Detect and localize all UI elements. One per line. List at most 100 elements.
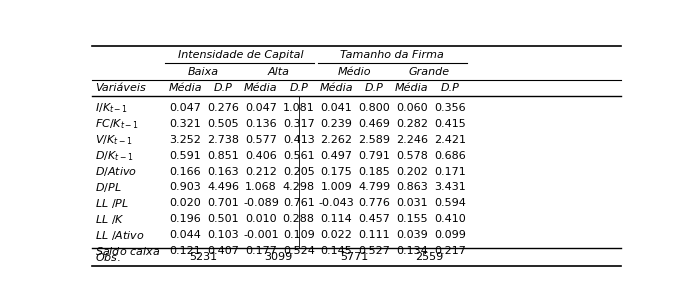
Text: 0.317: 0.317: [283, 119, 315, 129]
Text: 0.282: 0.282: [396, 119, 428, 129]
Text: $I/K_{t-1}$: $I/K_{t-1}$: [95, 101, 128, 115]
Text: 4.496: 4.496: [207, 182, 239, 192]
Text: 0.800: 0.800: [358, 103, 390, 113]
Text: 0.163: 0.163: [207, 167, 239, 177]
Text: 0.171: 0.171: [434, 167, 466, 177]
Text: Grande: Grande: [409, 67, 450, 77]
Text: 0.761: 0.761: [283, 199, 315, 208]
Text: 0.577: 0.577: [245, 135, 277, 145]
Text: 2.589: 2.589: [358, 135, 390, 145]
Text: -0.001: -0.001: [243, 230, 279, 240]
Text: 0.022: 0.022: [321, 230, 352, 240]
Text: 0.041: 0.041: [321, 103, 352, 113]
Text: 0.205: 0.205: [283, 167, 315, 177]
Text: 2.262: 2.262: [320, 135, 352, 145]
Text: 0.407: 0.407: [207, 246, 239, 256]
Text: 0.202: 0.202: [396, 167, 428, 177]
Text: 0.457: 0.457: [358, 214, 390, 224]
Text: 0.185: 0.185: [358, 167, 390, 177]
Text: D.P: D.P: [214, 83, 232, 93]
Text: 1.068: 1.068: [245, 182, 277, 192]
Text: $D/PL$: $D/PL$: [95, 181, 122, 194]
Text: 0.239: 0.239: [321, 119, 352, 129]
Text: D.P: D.P: [441, 83, 459, 93]
Text: D.P: D.P: [365, 83, 383, 93]
Text: $FC/K_{t-1}$: $FC/K_{t-1}$: [95, 117, 139, 131]
Text: 0.321: 0.321: [170, 119, 201, 129]
Text: 0.114: 0.114: [321, 214, 352, 224]
Text: 0.175: 0.175: [321, 167, 352, 177]
Text: Média: Média: [168, 83, 203, 93]
Text: 0.415: 0.415: [434, 119, 466, 129]
Text: 0.413: 0.413: [283, 135, 315, 145]
Text: 0.060: 0.060: [396, 103, 428, 113]
Text: $LL\ /PL$: $LL\ /PL$: [95, 197, 129, 210]
Text: Média: Média: [395, 83, 429, 93]
Text: 2.421: 2.421: [434, 135, 466, 145]
Text: 0.044: 0.044: [170, 230, 201, 240]
Text: -0.089: -0.089: [243, 199, 279, 208]
Text: 4.298: 4.298: [283, 182, 315, 192]
Text: 0.212: 0.212: [245, 167, 277, 177]
Text: Variáveis: Variáveis: [95, 83, 146, 93]
Text: 0.578: 0.578: [396, 150, 428, 161]
Text: 0.356: 0.356: [434, 103, 466, 113]
Text: $D/Ativo$: $D/Ativo$: [95, 165, 137, 178]
Text: 0.791: 0.791: [358, 150, 390, 161]
Text: 3.252: 3.252: [170, 135, 201, 145]
Text: Baixa: Baixa: [187, 67, 219, 77]
Text: 0.103: 0.103: [207, 230, 239, 240]
Text: $Obs.$: $Obs.$: [95, 251, 121, 263]
Text: 0.111: 0.111: [358, 230, 390, 240]
Text: 0.505: 0.505: [207, 119, 239, 129]
Text: 0.851: 0.851: [207, 150, 239, 161]
Text: $Saldo\ caixa$: $Saldo\ caixa$: [95, 245, 160, 257]
Text: 0.121: 0.121: [170, 246, 201, 256]
Text: 0.527: 0.527: [358, 246, 390, 256]
Text: 0.166: 0.166: [170, 167, 201, 177]
Text: 0.155: 0.155: [396, 214, 428, 224]
Text: 0.497: 0.497: [320, 150, 352, 161]
Text: 0.686: 0.686: [434, 150, 466, 161]
Text: 0.134: 0.134: [396, 246, 428, 256]
Text: $D/K_{t-1}$: $D/K_{t-1}$: [95, 149, 134, 163]
Text: $V/K_{t-1}$: $V/K_{t-1}$: [95, 133, 133, 147]
Text: $LL\ /Ativo$: $LL\ /Ativo$: [95, 229, 145, 242]
Text: 3.431: 3.431: [434, 182, 466, 192]
Text: 0.177: 0.177: [245, 246, 277, 256]
Text: 2.246: 2.246: [396, 135, 428, 145]
Text: 0.863: 0.863: [396, 182, 428, 192]
Text: 5231: 5231: [189, 252, 217, 262]
Text: Tamanho da Firma: Tamanho da Firma: [340, 50, 443, 60]
Text: Média: Média: [319, 83, 354, 93]
Text: 0.109: 0.109: [283, 230, 315, 240]
Text: 0.469: 0.469: [358, 119, 390, 129]
Text: 0.099: 0.099: [434, 230, 466, 240]
Text: $LL\ /K$: $LL\ /K$: [95, 213, 125, 226]
Text: Intensidade de Capital: Intensidade de Capital: [178, 50, 303, 60]
Text: 0.136: 0.136: [245, 119, 277, 129]
Text: 0.047: 0.047: [245, 103, 277, 113]
Text: 0.701: 0.701: [207, 199, 239, 208]
Text: 0.591: 0.591: [170, 150, 201, 161]
Text: 0.039: 0.039: [396, 230, 428, 240]
Text: -0.043: -0.043: [319, 199, 354, 208]
Text: 3099: 3099: [264, 252, 292, 262]
Text: 0.903: 0.903: [170, 182, 201, 192]
Text: D.P: D.P: [290, 83, 308, 93]
Text: 1.009: 1.009: [321, 182, 352, 192]
Text: 0.276: 0.276: [207, 103, 239, 113]
Text: 2559: 2559: [416, 252, 443, 262]
Text: 0.217: 0.217: [434, 246, 466, 256]
Text: 0.020: 0.020: [170, 199, 201, 208]
Text: Alta: Alta: [267, 67, 290, 77]
Text: 0.196: 0.196: [170, 214, 201, 224]
Text: Médio: Médio: [338, 67, 371, 77]
Text: 1.081: 1.081: [283, 103, 315, 113]
Text: 0.031: 0.031: [396, 199, 428, 208]
Text: 0.561: 0.561: [283, 150, 315, 161]
Text: 0.594: 0.594: [434, 199, 466, 208]
Text: 0.047: 0.047: [170, 103, 201, 113]
Text: 0.501: 0.501: [207, 214, 239, 224]
Text: 2.738: 2.738: [207, 135, 239, 145]
